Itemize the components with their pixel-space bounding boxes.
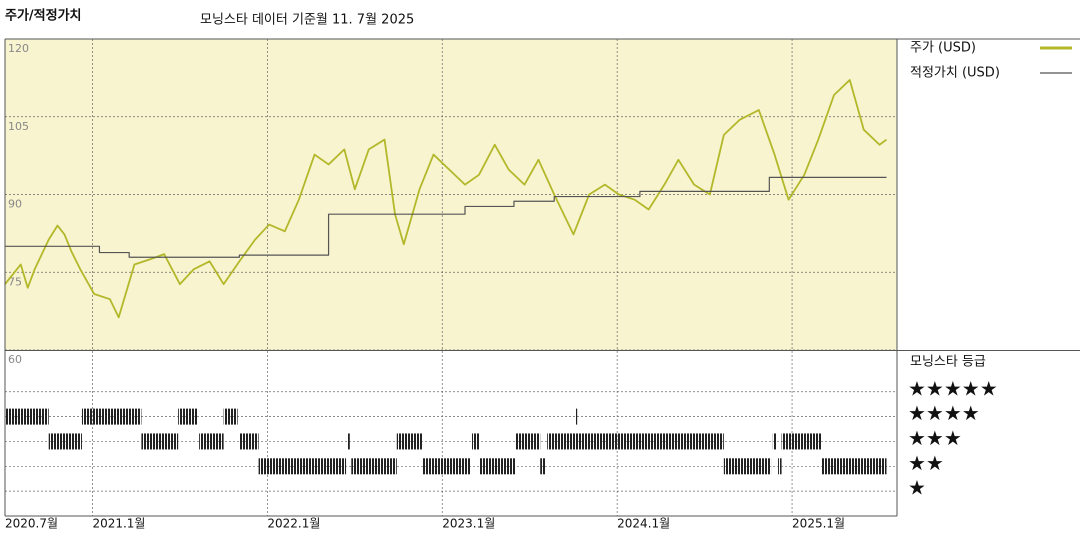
y-tick-label: 120 [8,42,29,55]
x-tick-label: 2023.1월 [442,517,495,531]
rating-bar [141,433,179,450]
y-tick-label: 60 [8,353,22,366]
y-tick-label: 105 [8,120,29,133]
legend-rating: ★★★ [908,426,962,450]
rating-bar [351,458,397,475]
x-tick-label: 2021.1월 [92,517,145,531]
rating-bar [178,408,198,425]
rating-bar [540,458,546,475]
x-tick-label: 2020.7월 [5,517,58,531]
rating-bar [778,458,782,475]
legend-rating: ★★ [908,451,944,475]
rating-bar [423,458,471,475]
rating-bar [396,433,424,450]
legend-label: 적정가치 (USD) [910,66,1000,81]
chart-title: 주가/적정가치 [5,8,82,24]
rating-bar [575,408,578,425]
rating-bar [515,433,541,450]
x-tick-label: 2025.1월 [792,517,845,531]
rating-bar [48,433,82,450]
legend-rating: ★ [908,476,926,500]
rating-bar [772,433,777,450]
legend-rating: ★★★★★ [908,376,998,400]
rating-bar [547,433,724,450]
legend-rating: ★★★★ [908,401,980,425]
rating-bar [347,433,350,450]
x-tick-label: 2022.1월 [267,517,320,531]
rating-bar [723,458,772,475]
series-line [4,79,888,319]
rating-bar [199,433,224,450]
rating-title: 모닝스타 등급 [910,355,986,370]
rating-bar [239,433,259,450]
y-tick-label: 90 [8,198,22,211]
rating-bar [5,408,49,425]
frame [4,38,1080,517]
chart-subtitle: 모닝스타 데이터 기준월 11. 7월 2025 [200,13,414,28]
legend-label: 주가 (USD) [910,41,976,56]
x-tick-label: 2024.1월 [617,517,670,531]
rating-bar [821,458,887,475]
rating-bar [781,433,822,450]
rating-bar [471,433,479,450]
y-tick-label: 75 [8,275,22,288]
rating-bar [223,408,238,425]
series-line [5,176,887,258]
rating-bar [478,458,516,475]
rating-bar [81,408,142,425]
rating-bar [258,458,347,475]
